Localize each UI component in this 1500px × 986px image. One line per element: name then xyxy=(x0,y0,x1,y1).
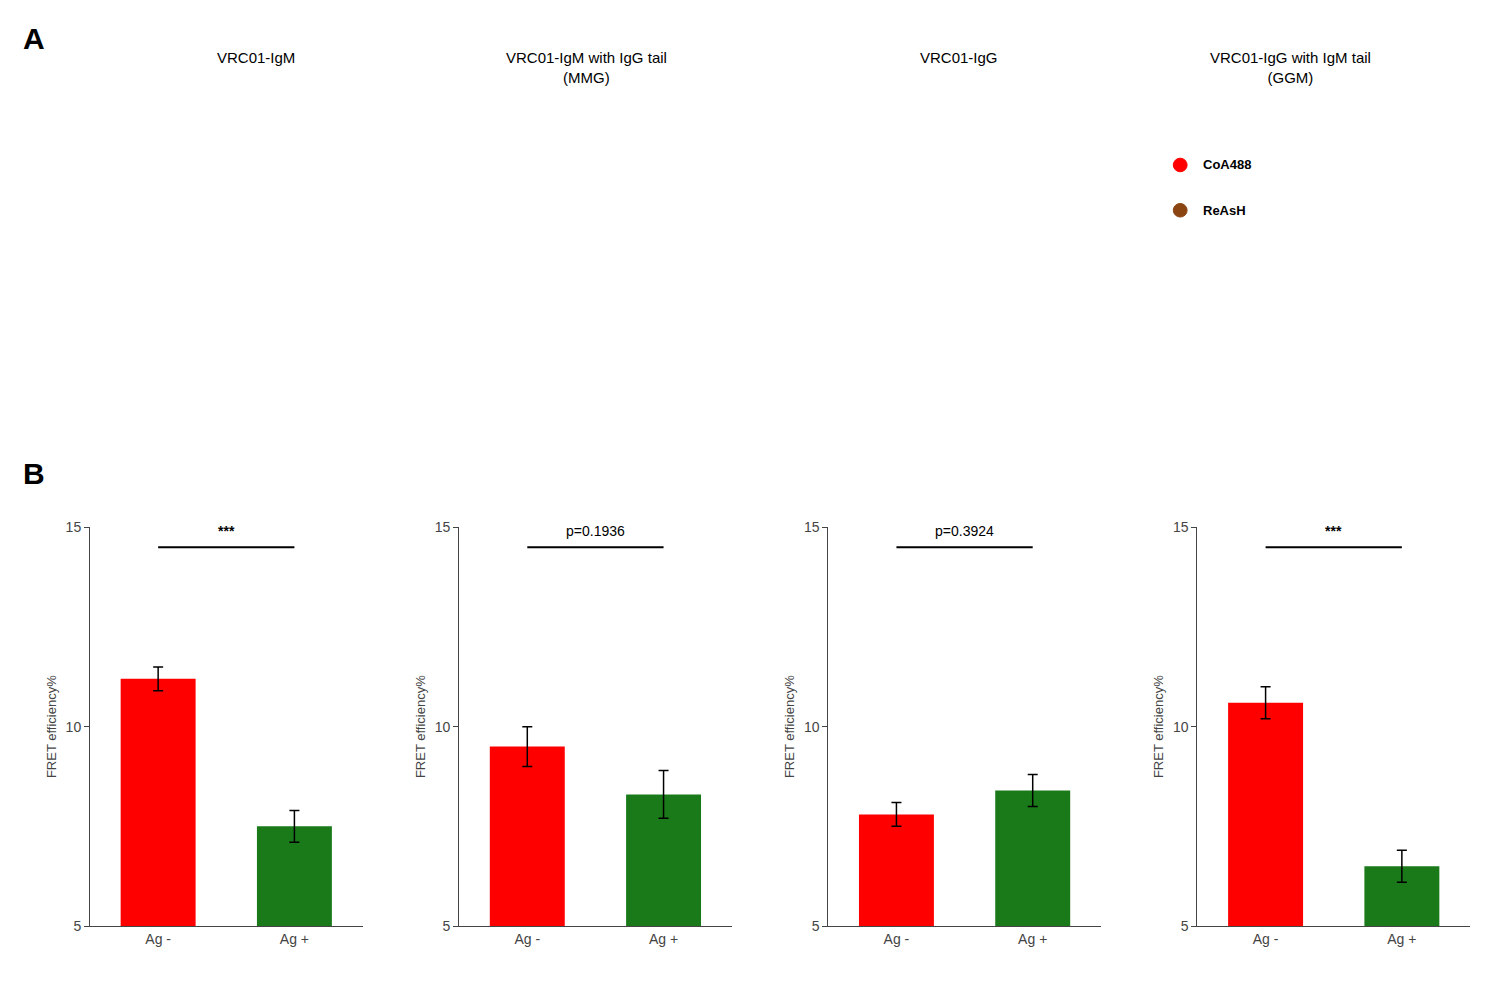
svg-text:10: 10 xyxy=(1173,719,1189,735)
svg-text:CoA488: CoA488 xyxy=(1203,157,1251,172)
svg-text:Ag +: Ag + xyxy=(1387,931,1416,947)
svg-text:10: 10 xyxy=(66,719,82,735)
svg-text:Ag -: Ag - xyxy=(1253,931,1279,947)
svg-text:VRC01-IgM: VRC01-IgM xyxy=(217,49,295,66)
svg-text:15: 15 xyxy=(66,519,82,535)
svg-text:15: 15 xyxy=(435,519,451,535)
svg-text:***: *** xyxy=(218,523,235,539)
svg-text:Ag +: Ag + xyxy=(1018,931,1047,947)
svg-text:Ag -: Ag - xyxy=(514,931,540,947)
svg-text:VRC01-IgG: VRC01-IgG xyxy=(920,49,998,66)
svg-text:FRET efficiency%: FRET efficiency% xyxy=(782,675,797,778)
svg-text:A: A xyxy=(23,22,45,55)
svg-text:ReAsH: ReAsH xyxy=(1203,203,1246,218)
svg-text:Ag -: Ag - xyxy=(145,931,171,947)
svg-text:5: 5 xyxy=(1181,918,1189,934)
svg-text:10: 10 xyxy=(804,719,820,735)
svg-text:p=0.3924: p=0.3924 xyxy=(935,523,994,539)
svg-text:FRET efficiency%: FRET efficiency% xyxy=(413,675,428,778)
svg-text:5: 5 xyxy=(443,918,451,934)
svg-text:15: 15 xyxy=(804,519,820,535)
svg-text:5: 5 xyxy=(812,918,820,934)
svg-text:B: B xyxy=(23,457,45,490)
svg-text:VRC01-IgM with IgG tail(MMG): VRC01-IgM with IgG tail(MMG) xyxy=(506,49,667,86)
svg-text:FRET efficiency%: FRET efficiency% xyxy=(44,675,59,778)
svg-text:Ag +: Ag + xyxy=(649,931,678,947)
svg-text:FRET efficiency%: FRET efficiency% xyxy=(1151,675,1166,778)
svg-text:10: 10 xyxy=(435,719,451,735)
svg-text:***: *** xyxy=(1325,523,1342,539)
svg-text:Ag -: Ag - xyxy=(884,931,910,947)
svg-text:15: 15 xyxy=(1173,519,1189,535)
svg-text:VRC01-IgG with IgM tail(GGM): VRC01-IgG with IgM tail(GGM) xyxy=(1210,49,1371,86)
svg-text:5: 5 xyxy=(73,918,81,934)
svg-text:p=0.1936: p=0.1936 xyxy=(566,523,625,539)
svg-text:Ag +: Ag + xyxy=(280,931,309,947)
